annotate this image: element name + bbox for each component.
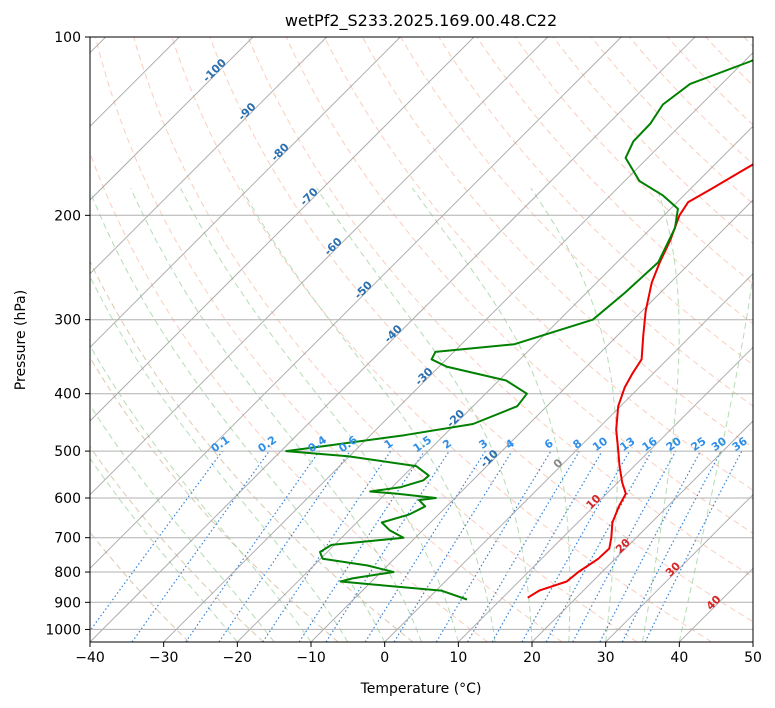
x-tick-label: 50 [744, 650, 762, 666]
mixing-ratio-line [466, 450, 580, 642]
plot-frame [89, 36, 754, 643]
isotherm-line [90, 37, 254, 201]
x-tick-label: 40 [670, 650, 688, 666]
mixing-ratio-line [325, 450, 450, 642]
y-tick-label: 200 [54, 208, 81, 224]
moist-adiabat-line [90, 189, 386, 642]
moist-adiabat-line [90, 344, 312, 642]
y-axis: 100 200 300 400 500 600 700 800 900 1000 [45, 30, 90, 638]
grid-lines [90, 37, 753, 642]
x-tick-label: 0 [380, 650, 389, 666]
dry-adiabat-line [247, 37, 753, 578]
mixing-ratio-line [185, 450, 320, 642]
mixing-ratio-line [364, 450, 486, 642]
isotherm-line [90, 37, 696, 642]
dry-adiabat-line [629, 37, 753, 165]
mixing-ratio-line [90, 450, 223, 632]
isotherm-line [90, 37, 475, 422]
isotherm-line [236, 125, 753, 642]
mixing-ratio-line [521, 450, 631, 642]
mixing-ratio-line [218, 450, 351, 642]
dewpoint-profile-line [285, 59, 753, 601]
x-tick-label: −20 [223, 650, 253, 666]
x-axis: −40 −30 −20 −10 0 10 20 30 40 50 [75, 642, 762, 666]
isotherm-line [90, 37, 549, 496]
isotherm-line [310, 199, 753, 642]
dry-adiabat-line [476, 37, 753, 325]
moist-adiabat-line [90, 275, 349, 642]
isotherm-line [90, 37, 328, 275]
mixing-ratio-line [572, 450, 677, 642]
x-tick-label: 10 [449, 650, 467, 666]
x-axis-label: Temperature (°C) [360, 681, 482, 697]
mixing-ratio-line [435, 450, 552, 642]
dry-adiabat-line [90, 445, 264, 642]
isotherm-line [457, 346, 753, 642]
x-tick-label: 20 [523, 650, 541, 666]
y-tick-label: 700 [54, 531, 81, 547]
x-tick-label: −30 [149, 650, 179, 666]
sounding-profiles [285, 59, 753, 601]
moist-adiabat-line [678, 270, 753, 642]
dry-adiabat-line [133, 37, 638, 642]
isotherm-line [90, 37, 401, 349]
dry-adiabat-line [95, 37, 563, 642]
moist-adiabat-line [530, 187, 618, 642]
y-tick-label: 1000 [45, 622, 81, 638]
y-tick-label: 800 [54, 565, 81, 581]
y-tick-label: 300 [54, 313, 81, 329]
y-tick-label: 900 [54, 595, 81, 611]
x-tick-label: −10 [296, 650, 326, 666]
isotherm-line [90, 37, 622, 570]
dry-adiabat-line [514, 37, 753, 285]
y-tick-label: 100 [54, 30, 81, 46]
y-tick-label: 400 [54, 387, 81, 403]
y-tick-label: 600 [54, 491, 81, 507]
y-axis-label: Pressure (hPa) [13, 290, 29, 390]
dry-adiabat-line [90, 260, 414, 642]
isotherm-line [531, 420, 753, 642]
moist-adiabat-line [316, 187, 533, 642]
x-tick-label: −40 [75, 650, 105, 666]
isotherm-line [605, 493, 753, 642]
dry-adiabat-line [209, 37, 753, 623]
chart-title: wetPf2_S233.2025.169.00.48.C22 [285, 11, 557, 31]
mixing-ratio-line [131, 450, 270, 642]
y-tick-label: 500 [54, 444, 81, 460]
moist-adiabat-line [130, 188, 422, 642]
x-tick-label: 30 [597, 650, 615, 666]
mixing-ratio-line [393, 450, 513, 642]
isotherm-line [163, 51, 753, 642]
mixing-ratio-line [491, 450, 603, 642]
dry-adiabat-line [323, 37, 753, 491]
moist-adiabat-line [642, 188, 680, 642]
temperature-profile-line [527, 163, 753, 599]
moist-adiabat-line [180, 187, 459, 642]
isotherm-line [384, 272, 753, 642]
dry-adiabat-line [400, 37, 753, 407]
